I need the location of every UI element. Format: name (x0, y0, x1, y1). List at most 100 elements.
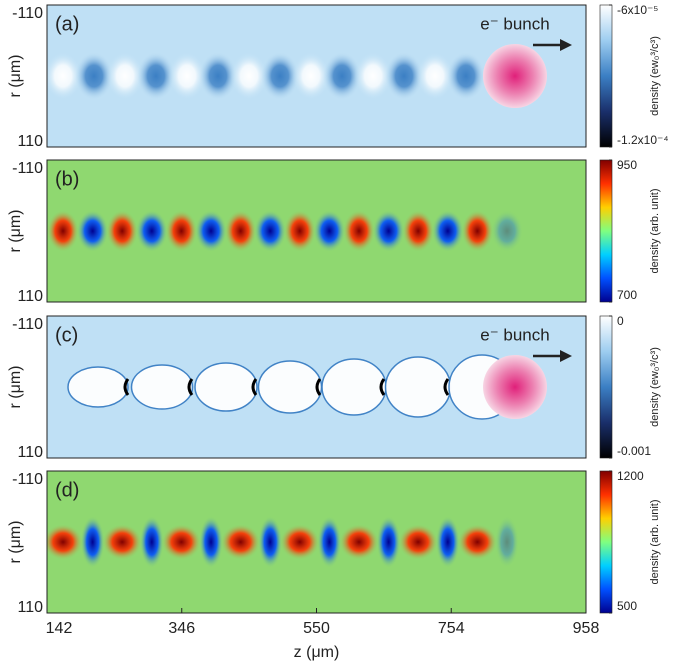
density-blob (317, 516, 342, 568)
cavity (384, 356, 452, 418)
arrow-head (560, 350, 572, 362)
y-tick-label: -110 (12, 5, 43, 22)
density-blob (254, 210, 287, 252)
cavity (321, 358, 387, 416)
x-axis-label: z (μm) (294, 644, 340, 661)
colorbar-tick-label: 700 (617, 288, 637, 302)
density-blob (80, 516, 105, 568)
density-blob (457, 524, 498, 560)
density-blob (376, 516, 401, 568)
y-tick-label: 110 (17, 444, 43, 461)
density-blob (102, 524, 143, 560)
density-blob (372, 210, 405, 252)
cavity (194, 362, 258, 412)
density-spike (379, 378, 386, 396)
density-blob (416, 52, 454, 100)
density-blob (168, 52, 206, 100)
density-blob (220, 524, 261, 560)
x-tick-label: 754 (438, 620, 465, 637)
panel-label: (a) (55, 13, 79, 35)
density-blob (495, 516, 519, 568)
density-blob (47, 524, 83, 560)
density-blob (47, 52, 82, 100)
cavity (130, 364, 194, 410)
y-tick-label: 110 (17, 599, 43, 616)
y-axis-label: r (μm) (7, 210, 24, 253)
colorbar-tick-label: -6x10⁻⁵ (617, 3, 658, 17)
x-tick-label: 142 (46, 620, 73, 637)
density-blob (165, 210, 198, 252)
colorbar-label: density (arb. unit) (649, 500, 661, 585)
density-blob (261, 52, 299, 100)
density-blob (47, 210, 79, 252)
colorbar (599, 159, 613, 303)
density-blob (230, 52, 268, 100)
density-blob (279, 524, 320, 560)
density-blob (135, 210, 168, 252)
colorbar-label: density (ew₀³/c³) (649, 347, 661, 427)
colorbar-label: density (ew₀³/c³) (649, 36, 661, 116)
density-blob (137, 52, 175, 100)
field-pattern (47, 44, 547, 108)
colorbar-tick-label: -0.001 (617, 444, 651, 458)
colorbar-tick-label: 1200 (617, 469, 644, 483)
panel-label: (b) (55, 168, 79, 190)
density-blob (491, 210, 523, 252)
y-tick-label: 110 (17, 133, 43, 150)
x-tick-label: 550 (303, 620, 330, 637)
density-blob (435, 516, 460, 568)
density-blob (461, 210, 494, 252)
density-spike (315, 378, 322, 396)
cavity (67, 366, 129, 408)
annotation: e⁻ bunch (480, 325, 549, 344)
density-blob (447, 52, 485, 100)
density-blob (292, 52, 330, 100)
density-blob (323, 52, 361, 100)
density-blob (258, 516, 283, 568)
density-blob (161, 524, 202, 560)
density-spike (123, 378, 130, 396)
panel-label: (c) (55, 324, 78, 346)
electron-bunch (483, 44, 547, 108)
colorbar (599, 315, 613, 459)
density-blob (139, 516, 164, 568)
cavity (257, 360, 323, 414)
density-blob (195, 210, 227, 252)
plot-frame (46, 159, 587, 303)
density-blob (398, 524, 439, 560)
colorbar (599, 4, 613, 148)
annotation: e⁻ bunch (480, 14, 549, 33)
colorbar-tick-label: 0 (617, 314, 624, 328)
field-pattern (67, 354, 547, 420)
density-blob (199, 516, 223, 568)
y-axis-label: r (μm) (7, 55, 24, 98)
density-blob (106, 210, 139, 252)
y-axis-label: r (μm) (7, 366, 24, 409)
field-pattern (47, 210, 523, 252)
plot-frame (46, 4, 587, 148)
electron-bunch (483, 355, 547, 419)
colorbar (599, 470, 613, 614)
density-blob (199, 52, 237, 100)
density-blob (431, 210, 464, 252)
x-tick-label: 346 (168, 620, 195, 637)
density-blob (385, 52, 423, 100)
field-pattern (47, 516, 519, 568)
density-blob (76, 210, 109, 252)
density-blob (283, 210, 316, 252)
y-tick-label: 110 (17, 288, 43, 305)
density-blob (339, 524, 379, 560)
density-blob (343, 210, 375, 252)
y-tick-label: -110 (12, 316, 43, 333)
density-blob (224, 210, 257, 252)
x-tick-label: 958 (573, 620, 600, 637)
colorbar-tick-label: 950 (617, 158, 637, 172)
colorbar-tick-label: 500 (617, 599, 637, 613)
density-blob (313, 210, 346, 252)
density-blob (354, 52, 392, 100)
plot-frame (46, 315, 587, 459)
y-tick-label: -110 (12, 471, 43, 488)
density-blob (402, 210, 435, 252)
y-tick-label: -110 (12, 160, 43, 177)
